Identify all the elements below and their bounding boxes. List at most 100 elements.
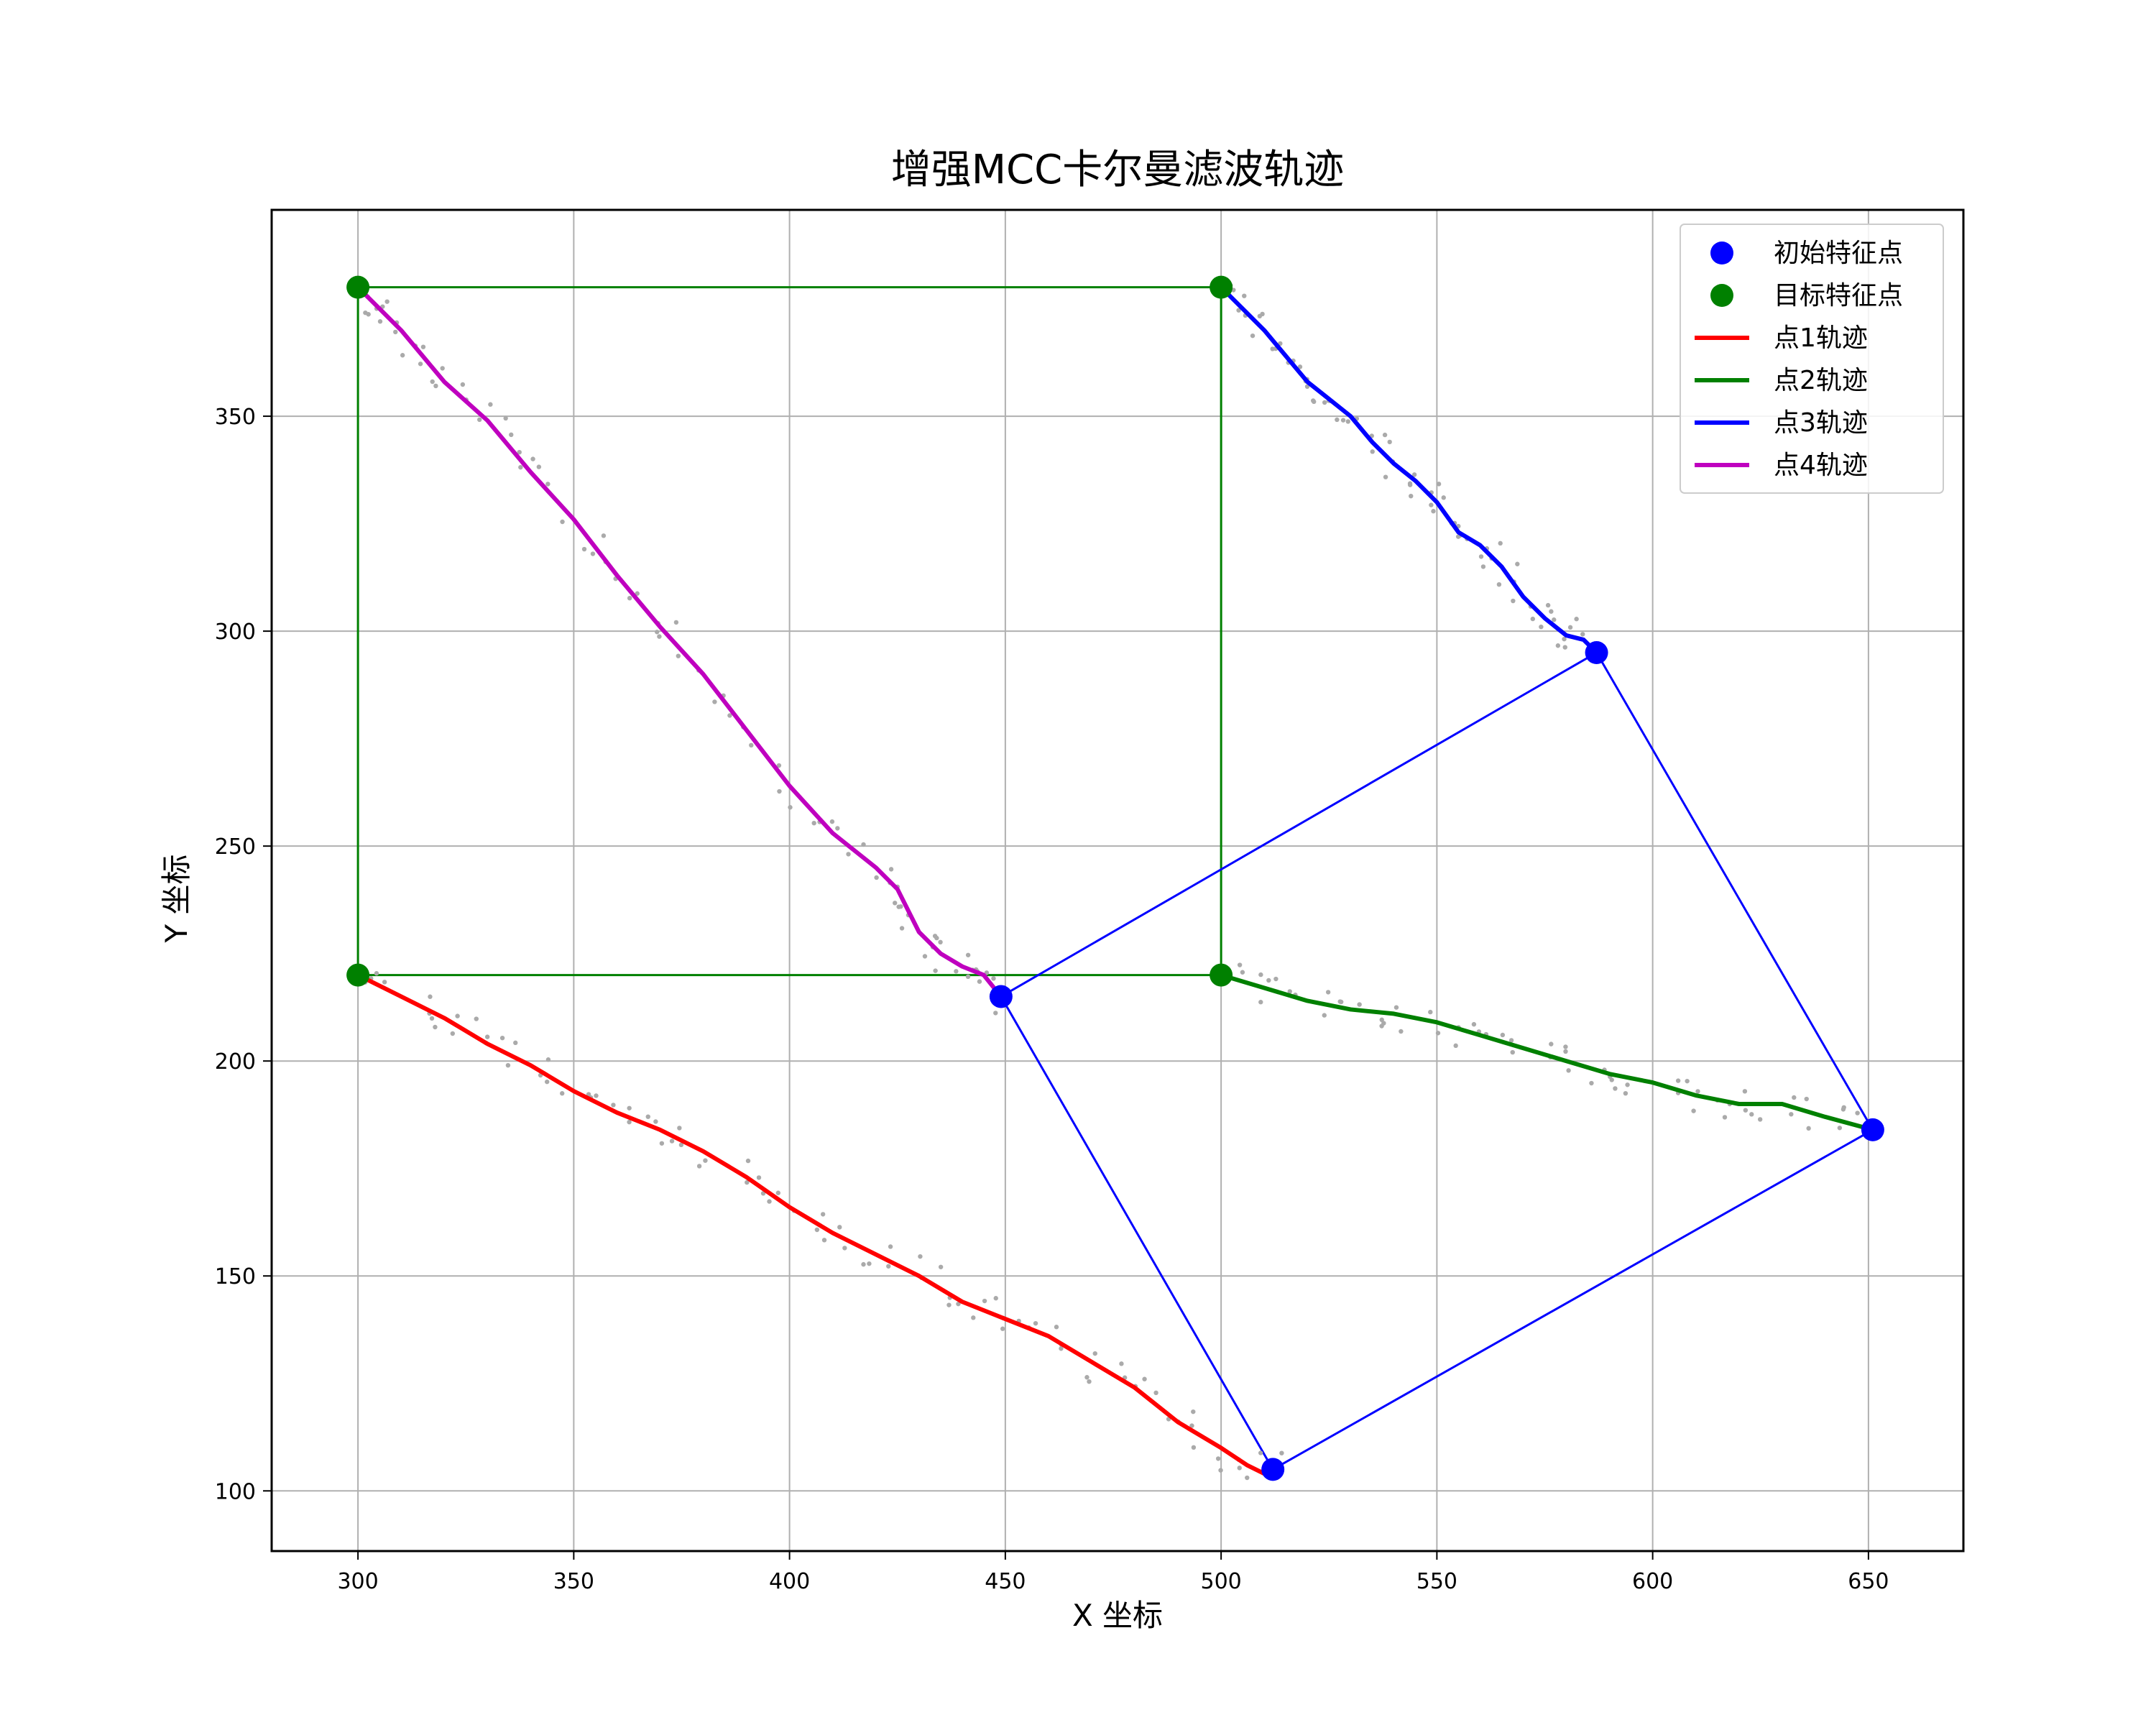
noise-point [1297,364,1303,369]
noise-point [1322,400,1327,405]
target-point-marker [346,963,370,987]
noise-point [1613,1086,1618,1091]
y-axis-label: Y 坐标 [159,854,194,943]
noise-point [1792,1095,1797,1100]
noise-point [1399,1029,1404,1034]
x-tick-label: 650 [1848,1569,1889,1594]
legend-label: 初始特征点 [1774,239,1903,268]
noise-point [749,742,754,748]
noise-point [1549,609,1554,614]
noise-point [581,546,587,552]
noise-point [1340,418,1346,423]
noise-point [1567,625,1573,630]
noise-point [505,1062,511,1068]
y-tick-label: 100 [215,1479,256,1504]
noise-point [821,1238,827,1243]
noise-point [428,994,433,999]
noise-point [811,820,816,826]
x-tick-label: 300 [337,1569,378,1594]
noise-point [1675,1078,1681,1083]
noise-point [1311,398,1316,403]
noise-point [1562,636,1567,642]
y-tick-label: 300 [215,620,256,645]
noise-point [1357,1002,1362,1007]
noise-point [1335,417,1340,423]
noise-point [1409,493,1414,499]
noise-point [460,382,466,387]
initial-point-marker [1585,641,1608,665]
noise-point [1589,1080,1594,1086]
noise-point [727,713,732,718]
noise-point [560,519,565,525]
noise-point [932,934,938,939]
noise-point [1580,632,1585,637]
target-point-marker [1210,963,1233,987]
noise-point [1453,1043,1458,1049]
noise-point [400,353,405,358]
noise-point [898,904,903,909]
noise-point [1379,1017,1384,1023]
noise-point [1092,1351,1097,1356]
noise-point [775,1190,781,1195]
noise-point [888,1244,893,1249]
noise-point [1191,1409,1196,1414]
noise-point [1258,972,1263,978]
noise-point [1555,643,1561,648]
noise-point [1084,1375,1089,1380]
noise-point [1695,1089,1700,1094]
noise-point [1245,1475,1250,1481]
noise-point [1435,1031,1441,1036]
noise-point [477,417,482,423]
noise-point [846,852,851,857]
noise-point [1387,439,1392,445]
noise-point [965,974,971,980]
noise-point [1552,617,1557,622]
noise-point [430,379,435,385]
legend-label: 点3轨迹 [1774,408,1868,438]
noise-point [767,1199,772,1204]
noise-point [1508,1038,1514,1043]
noise-point [678,1142,684,1148]
noise-point [1304,384,1310,390]
noise-point [756,1175,762,1180]
noise-point [645,1114,650,1119]
noise-point [1393,1005,1399,1010]
noise-point [1260,311,1265,317]
noise-point [837,1225,842,1230]
noise-point [835,826,840,831]
noise-point [1566,1068,1571,1073]
noise-point [1215,1456,1221,1461]
noise-point [474,1016,479,1021]
noise-point [1806,1126,1811,1131]
noise-point [1539,624,1544,630]
noise-point [1258,1000,1263,1005]
noise-point [1471,1021,1477,1027]
noise-point [627,1105,632,1110]
noise-point [655,630,660,635]
noise-point [874,875,879,880]
noise-point [1722,1115,1728,1120]
noise-point [867,1261,872,1266]
noise-point [1191,1445,1197,1450]
noise-point [545,1057,551,1062]
noise-point [776,763,782,768]
noise-point [1407,481,1413,486]
noise-point [1383,474,1388,479]
noise-point [1237,1466,1242,1471]
noise-point [433,1024,438,1030]
noise-point [1273,976,1279,982]
noise-point [601,533,607,538]
noise-point [1496,581,1502,587]
noise-point [1270,346,1275,351]
noise-point [938,939,943,945]
noise-point [1119,1361,1124,1366]
noise-point [627,595,632,601]
noise-point [1000,1326,1005,1331]
noise-point [1441,495,1446,500]
noise-point [1087,1379,1092,1384]
noise-point [977,979,982,984]
trajectory-line-1 [356,972,1280,1476]
target-point-marker [346,275,370,299]
noise-point [918,1254,923,1259]
